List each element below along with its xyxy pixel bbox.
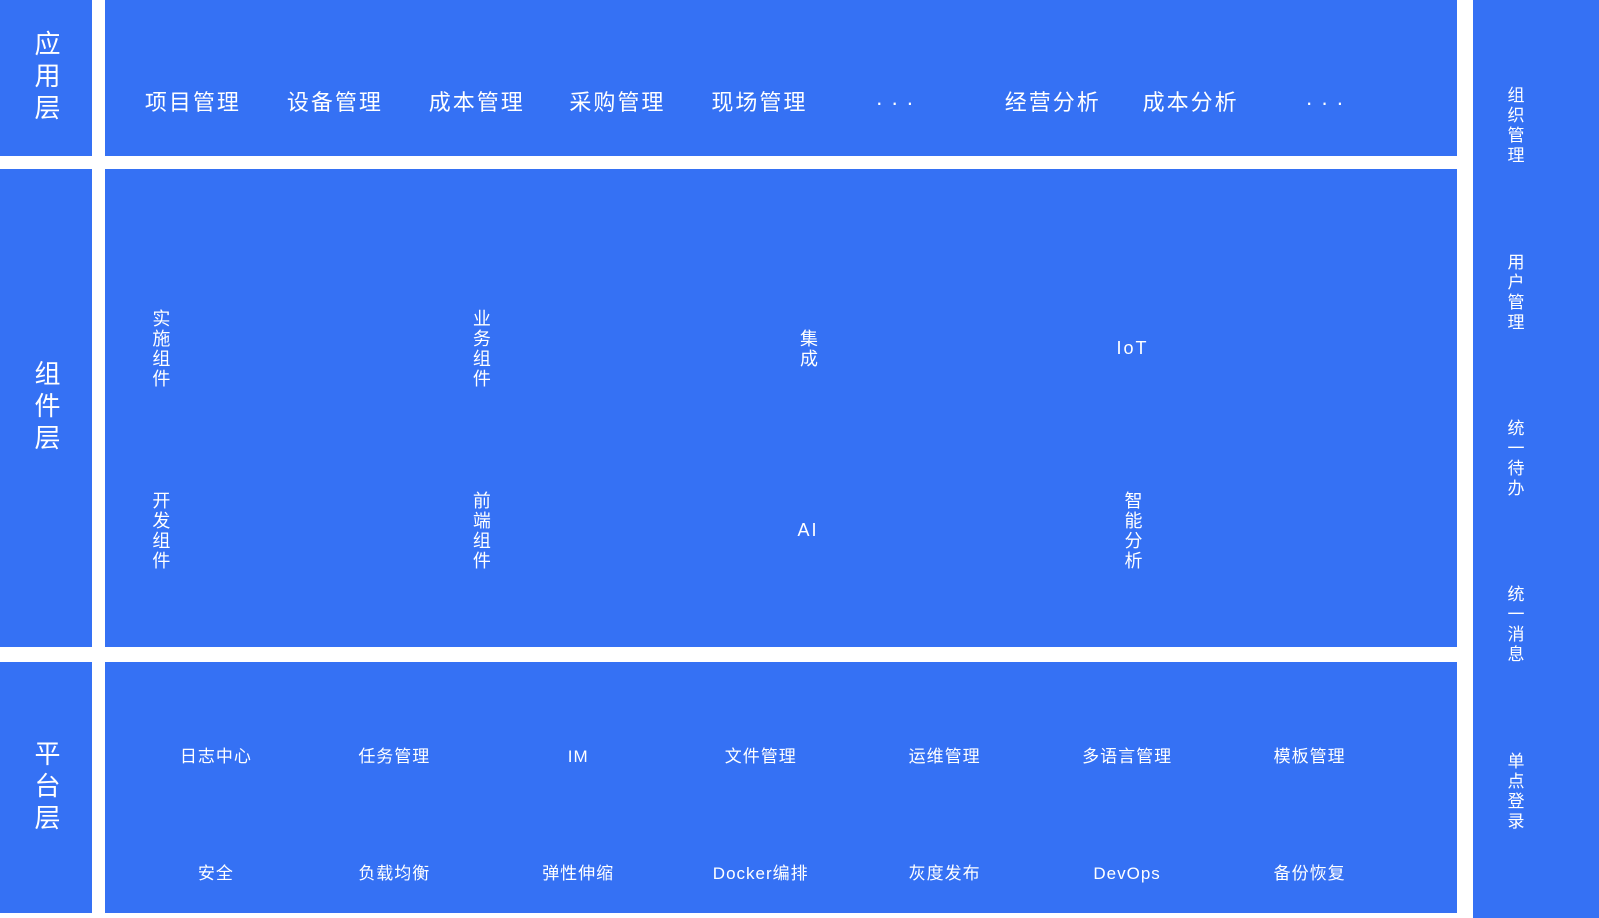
app-layer-item: 现场管理 (711, 89, 808, 115)
right-rail-item: 统一待办 (1504, 418, 1524, 499)
component-layer-item: 开发组件 (150, 490, 171, 571)
platform-layer-row-2: 安全 负载均衡 弹性伸缩 Docker编排 灰度发布 DevOps 备份恢复 (105, 662, 1457, 913)
app-layer-item: 成本分析 (1142, 89, 1239, 115)
app-layer-item: 设备管理 (286, 89, 383, 115)
left-rail-application-layer-block: 应用层 (0, 0, 92, 156)
app-layer-item: 成本管理 (428, 89, 525, 115)
app-layer-item: 采购管理 (569, 89, 666, 115)
app-layer-item: 项目管理 (144, 89, 241, 115)
component-layer-item: 业务组件 (470, 309, 491, 390)
right-rail-item: 单点登录 (1504, 751, 1524, 832)
app-layer-item: ··· (1305, 89, 1352, 115)
platform-layer-item: 安全 (197, 863, 234, 883)
platform-layer-item: 备份恢复 (1273, 863, 1346, 883)
component-layer-item: 前端组件 (470, 490, 491, 571)
application-layer-panel: 项目管理 设备管理 成本管理 采购管理 现场管理 ··· 经营分析 成本分析 ··· (105, 0, 1457, 156)
platform-layer-row-1: 日志中心 任务管理 IM 文件管理 运维管理 多语言管理 模板管理 (105, 662, 1457, 913)
left-rail-platform-layer-block: 平台层 (0, 662, 92, 913)
component-layer-item: IoT (1116, 338, 1149, 359)
component-layer-item: 实施组件 (150, 309, 171, 390)
platform-layer-item: 灰度发布 (908, 863, 981, 883)
app-layer-item: ··· (875, 89, 922, 115)
platform-layer-item: 运维管理 (908, 746, 981, 766)
platform-layer-item: 文件管理 (724, 746, 797, 766)
platform-layer-item: 弹性伸缩 (542, 863, 615, 883)
platform-layer-item: Docker编排 (712, 863, 809, 883)
component-layer-panel: 实施组件 业务组件 集成 IoT 开发组件 前端组件 AI 智能分析 (105, 169, 1457, 647)
platform-layer-item: DevOps (1093, 863, 1161, 883)
right-rail-item: 组织管理 (1504, 86, 1524, 167)
component-layer-row-1: 实施组件 业务组件 集成 IoT (105, 169, 1457, 647)
platform-layer-item: 日志中心 (179, 746, 252, 766)
platform-layer-item: 模板管理 (1273, 746, 1346, 766)
platform-layer-label: 平台层 (31, 739, 61, 836)
component-layer-row-2: 开发组件 前端组件 AI 智能分析 (105, 169, 1457, 647)
app-layer-item: 经营分析 (1004, 89, 1101, 115)
platform-layer-item: IM (567, 746, 589, 766)
component-layer-item: 智能分析 (1122, 490, 1143, 571)
platform-layer-panel: 日志中心 任务管理 IM 文件管理 运维管理 多语言管理 模板管理 安全 负载均衡 弹性伸缩 Do… (105, 662, 1457, 913)
component-layer-label: 组件层 (31, 360, 61, 456)
platform-layer-item: 任务管理 (358, 746, 431, 766)
platform-layer-item: 负载均衡 (358, 863, 431, 883)
application-layer-label: 应用层 (31, 30, 61, 126)
right-rail-item: 统一消息 (1504, 585, 1524, 666)
platform-layer-item: 多语言管理 (1082, 746, 1173, 766)
right-rail-services-panel: 组织管理用户管理统一待办统一消息单点登录 (1473, 0, 1599, 918)
right-rail-item: 用户管理 (1504, 252, 1524, 333)
left-rail-component-layer-block: 组件层 (0, 169, 92, 647)
component-layer-item: AI (797, 520, 819, 541)
component-layer-item: 集成 (798, 329, 819, 370)
